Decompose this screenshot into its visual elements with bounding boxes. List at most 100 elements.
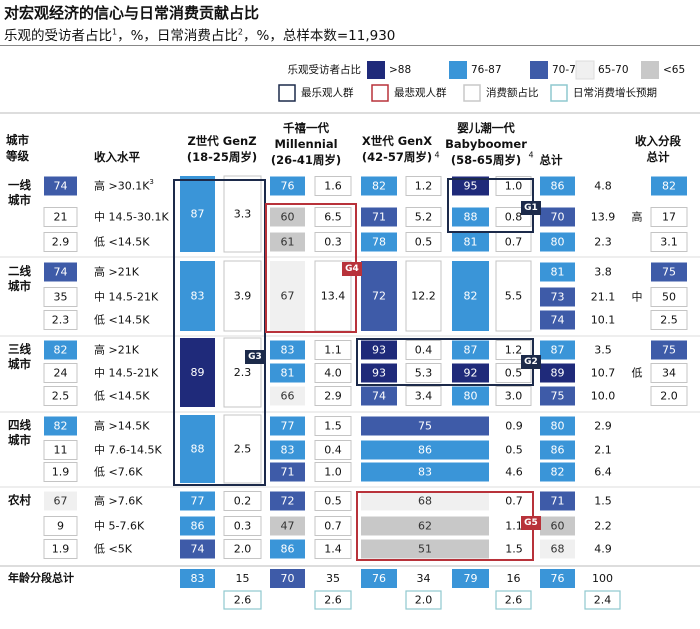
total-optimism-bar <box>540 416 575 436</box>
millennial-share-box <box>314 491 352 511</box>
income-label: 中 14.5-30.1K <box>94 211 169 224</box>
age-total-optimism-bar <box>361 569 397 588</box>
boomer-share-value: 0.7 <box>505 236 523 249</box>
age-total-share: 35 <box>326 572 340 585</box>
boomer-optimism-value: 81 <box>464 236 478 249</box>
total-optimism-value: 86 <box>551 444 565 457</box>
income-total-stat-box <box>650 363 688 383</box>
genx-boomer-optimism-bar <box>361 462 489 482</box>
legend-key-label: 消费额占比 <box>486 86 539 99</box>
total-share: 2.3 <box>594 236 612 249</box>
age-total-optimism-value: 83 <box>191 572 205 585</box>
tier-name: 三线 <box>8 342 31 356</box>
genz-optimism-value: 88 <box>191 443 205 456</box>
legend-swatch <box>367 61 385 79</box>
millennial-share-value: 6.5 <box>324 211 342 224</box>
header-genz: Z世代 GenZ <box>187 134 256 148</box>
income-label: 低 <7.6K <box>94 466 143 479</box>
genx-boomer-optimism-bar <box>361 516 489 536</box>
genx-optimism-bar <box>361 232 397 252</box>
total-optimism-value: 73 <box>551 291 565 304</box>
income-total-optimism-bar <box>651 262 687 282</box>
total-optimism-value: 86 <box>551 180 565 193</box>
title-divider <box>0 45 700 46</box>
millennial-optimism-value: 60 <box>281 211 295 224</box>
millennial-optimism-value: 47 <box>281 520 295 533</box>
legend-key-box <box>371 84 389 102</box>
genz-optimism-bar <box>180 516 215 536</box>
income-label: 中 7.6-14.5K <box>94 444 162 457</box>
age-total-growth: 2.4 <box>594 594 612 607</box>
total-share: 4.9 <box>594 543 612 556</box>
genx-share-value: 0.5 <box>415 236 433 249</box>
boomer-optimism-bar <box>452 386 489 406</box>
genx-boomer-optimism-value: 83 <box>418 466 432 479</box>
income-total-stat-box <box>650 386 688 406</box>
legend-swatch <box>641 61 659 79</box>
income-total-stat-box <box>650 310 688 330</box>
income-total-stat-value: 17 <box>662 211 676 224</box>
total-optimism-bar <box>540 440 575 460</box>
income-label: 中 14.5-21K <box>94 367 159 380</box>
millennial-share-box <box>314 363 352 383</box>
genx-optimism-bar <box>361 363 397 383</box>
genz-optimism-value: 83 <box>191 290 205 303</box>
tier-name: 城市 <box>8 193 31 207</box>
boomer-optimism-bar <box>452 340 489 360</box>
total-optimism-bar <box>540 232 575 252</box>
genx-boomer-optimism-value: 62 <box>418 520 432 533</box>
millennial-share-value: 13.4 <box>321 290 346 303</box>
total-optimism-bar <box>540 207 575 227</box>
millennial-optimism-value: 66 <box>281 390 295 403</box>
tier-name: 农村 <box>7 493 31 507</box>
total-optimism-bar <box>540 462 575 482</box>
boomer-share-value: 1.0 <box>505 180 523 193</box>
genx-share-box <box>405 386 442 406</box>
tier-stat-value: 35 <box>54 291 68 304</box>
total-share: 2.9 <box>594 420 612 433</box>
header-total: 总计 <box>540 153 563 167</box>
millennial-share-box <box>314 416 352 436</box>
income-label: 高 >14.5K <box>94 419 150 433</box>
boomer-optimism-bar <box>452 261 489 331</box>
total-optimism-value: 89 <box>551 367 565 380</box>
tier-name: 城市 <box>8 433 31 447</box>
total-optimism-value: 81 <box>551 266 565 279</box>
genx-share-box <box>405 232 442 252</box>
total-optimism-bar <box>540 491 575 511</box>
tier-stat-box <box>43 386 78 406</box>
genx-optimism-value: 74 <box>372 390 386 403</box>
tier-stat-value: 9 <box>57 520 64 533</box>
header-genz: (18-25周岁) <box>187 150 257 164</box>
tier-stat-value: 2.9 <box>52 236 70 249</box>
header-boomer: 婴儿潮一代 <box>457 121 515 135</box>
header-millennial: (26-41周岁) <box>271 153 341 167</box>
millennial-share-box <box>314 386 352 406</box>
age-total-share: 34 <box>417 572 431 585</box>
callout-g3-bg <box>245 350 265 364</box>
boomer-share-box <box>495 260 532 332</box>
callout-g2-bg <box>521 355 541 369</box>
income-label: 高 >21K <box>94 343 140 357</box>
header-genx: X世代 GenX <box>362 134 432 148</box>
legend-bin-label: 76-87 <box>471 64 502 76</box>
genx-share-box <box>405 260 442 332</box>
genx-share-value: 0.4 <box>415 344 433 357</box>
legend-bin-label: 70-76 <box>552 64 583 76</box>
tier-stat-box <box>43 462 78 482</box>
total-optimism-value: 74 <box>551 314 565 327</box>
income-label: 中 14.5-21K <box>94 291 159 304</box>
tier-optimism-value: 74 <box>54 266 68 279</box>
boomer-optimism-value: 80 <box>464 390 478 403</box>
legend-key-label: 最乐观人群 <box>301 86 354 99</box>
millennial-optimism-bar <box>270 386 305 406</box>
genx-optimism-value: 93 <box>372 344 386 357</box>
age-total-growth-box <box>223 590 262 610</box>
total-share: 21.1 <box>591 291 616 304</box>
legend-label: 乐观受访者占比 <box>288 63 362 76</box>
boomer-share-box <box>495 340 532 360</box>
callout-g2: G2 <box>524 357 538 367</box>
millennial-optimism-value: 67 <box>281 290 295 303</box>
total-share: 6.4 <box>594 466 612 479</box>
total-optimism-bar <box>540 539 575 559</box>
